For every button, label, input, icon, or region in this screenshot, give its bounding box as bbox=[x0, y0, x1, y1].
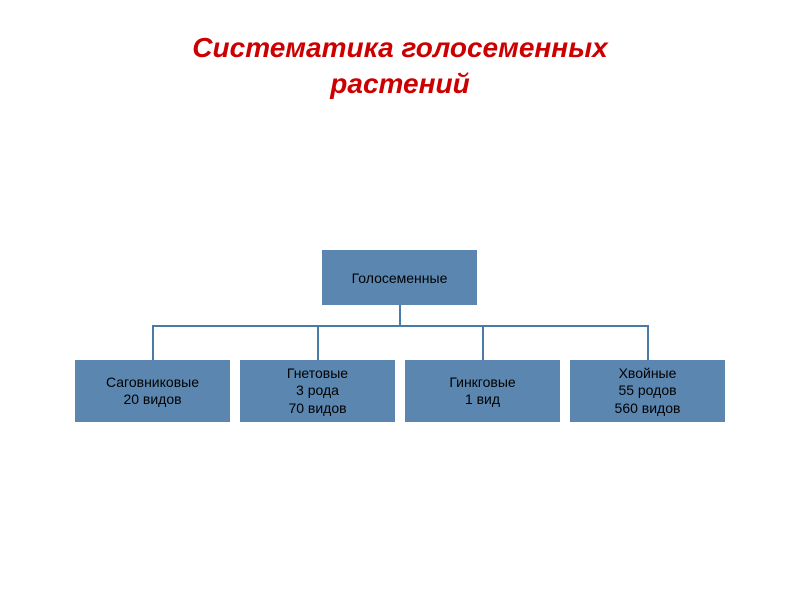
connector-horizontal bbox=[152, 325, 648, 327]
child-line-1: Гинкговые bbox=[449, 374, 515, 392]
child-line-3: 70 видов bbox=[288, 400, 346, 418]
child-line-2: 1 вид bbox=[465, 391, 500, 409]
diagram-title: Систематика голосеменных растений bbox=[0, 0, 800, 103]
child-node: Гнетовые3 рода70 видов bbox=[240, 360, 395, 422]
connector-child-vertical bbox=[152, 325, 154, 360]
child-line-2: 55 родов bbox=[618, 382, 676, 400]
child-line-1: Хвойные bbox=[619, 365, 677, 383]
child-node: Саговниковые20 видов bbox=[75, 360, 230, 422]
root-label: Голосеменные bbox=[352, 270, 448, 286]
child-node: Хвойные55 родов560 видов bbox=[570, 360, 725, 422]
child-node: Гинкговые1 вид bbox=[405, 360, 560, 422]
child-line-1: Гнетовые bbox=[287, 365, 348, 383]
root-node: Голосеменные bbox=[322, 250, 477, 305]
connector-child-vertical bbox=[482, 325, 484, 360]
child-line-3: 560 видов bbox=[615, 400, 681, 418]
connector-child-vertical bbox=[647, 325, 649, 360]
title-line-2: растений bbox=[330, 68, 469, 99]
connector-child-vertical bbox=[317, 325, 319, 360]
title-line-1: Систематика голосеменных bbox=[192, 32, 607, 63]
child-line-2: 20 видов bbox=[123, 391, 181, 409]
connector-root-vertical bbox=[399, 305, 401, 325]
child-line-2: 3 рода bbox=[296, 382, 339, 400]
child-line-1: Саговниковые bbox=[106, 374, 199, 392]
